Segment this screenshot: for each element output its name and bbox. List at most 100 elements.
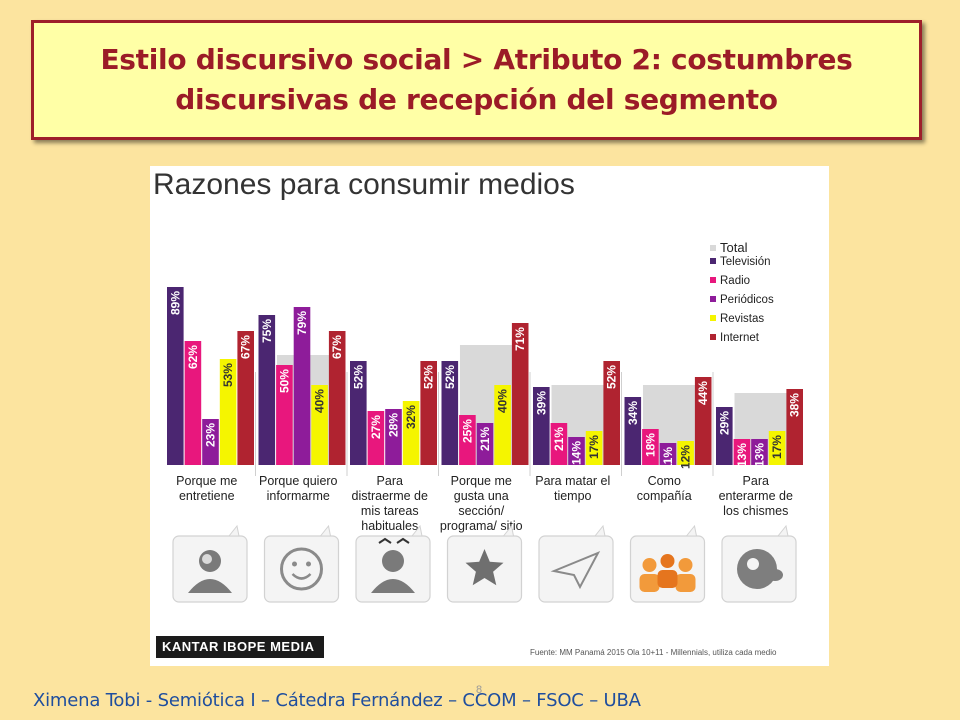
legend-swatch <box>710 258 716 264</box>
legend-swatch <box>710 277 716 283</box>
data-label: 17% <box>770 435 784 459</box>
icon-tail <box>685 524 698 537</box>
data-label: 13% <box>753 443 767 467</box>
category-label: entretiene <box>179 489 235 503</box>
bar-revistas <box>585 431 603 465</box>
footer-author: Ximena Tobi - Semiótica I – Cátedra Fern… <box>33 690 641 711</box>
smiley-mouth <box>291 573 312 580</box>
data-label: 18% <box>643 433 657 457</box>
bar-revistas <box>494 385 511 465</box>
icon-tail <box>593 524 606 537</box>
data-label: 44% <box>696 381 710 405</box>
data-label: 21% <box>552 427 566 451</box>
bird-icon <box>396 537 410 544</box>
category-label: distraerme de <box>352 489 428 503</box>
star-shape <box>465 549 504 586</box>
bar-internet <box>328 331 346 465</box>
data-label: 62% <box>186 345 200 369</box>
bar-televisión <box>716 407 733 465</box>
category-label: Porque quiero <box>259 474 338 488</box>
legend-label: Televisión <box>720 256 771 268</box>
legend-label: Internet <box>720 332 760 344</box>
data-label: 28% <box>387 413 401 437</box>
category-label: compañía <box>637 489 692 503</box>
bird-icon <box>378 537 392 544</box>
data-label: 89% <box>168 291 182 315</box>
category-label: gusta una <box>454 489 509 503</box>
bar-periódicos <box>202 419 219 465</box>
icon-tail <box>776 524 789 537</box>
kantar-logo: KANTAR IBOPE MEDIA <box>156 636 324 658</box>
bar-revistas <box>768 431 786 465</box>
data-label: 67% <box>330 335 344 359</box>
bar-internet <box>786 389 803 465</box>
icon-tail <box>410 524 423 537</box>
data-label: 12% <box>679 445 693 469</box>
bar-internet <box>603 361 620 465</box>
shoulders-icon-shape <box>371 579 415 593</box>
slide-title-line-1: Estilo discursivo social > Atributo 2: c… <box>100 43 853 76</box>
bar-periódicos <box>568 437 585 465</box>
person-head-shape <box>642 558 657 572</box>
category-label: sección/ <box>458 504 504 518</box>
data-label: 21% <box>478 427 492 451</box>
bar-internet <box>511 323 529 465</box>
legend-swatch <box>710 245 716 251</box>
legend-label: Revistas <box>720 313 764 325</box>
legend-swatch <box>710 296 716 302</box>
data-label: 11% <box>661 447 675 471</box>
bar-radio <box>733 439 751 465</box>
person-body-shape <box>639 574 660 592</box>
data-label: 50% <box>277 369 291 393</box>
data-label: 29% <box>717 411 731 435</box>
head-icon-shape <box>382 550 404 572</box>
bar-periódicos <box>293 307 311 465</box>
data-label: 38% <box>788 393 802 417</box>
data-label: 52% <box>422 365 436 389</box>
bar-televisión <box>167 287 184 465</box>
category-label: mis tareas <box>361 504 419 518</box>
icon-tail <box>227 524 240 537</box>
category-label: Para matar el <box>535 474 610 488</box>
bar-internet <box>694 377 712 465</box>
smiley-icon <box>263 535 340 603</box>
bar-televisión <box>624 397 642 465</box>
category-label: habituales <box>361 519 418 533</box>
bar-revistas <box>402 401 420 465</box>
person-body-shape <box>657 570 678 588</box>
shoulders-icon-shape <box>188 579 232 593</box>
title-box: Estilo discursivo social > Atributo 2: c… <box>31 20 922 140</box>
bar-televisión <box>441 361 459 465</box>
bar-periódicos <box>476 423 494 465</box>
category-label: tiempo <box>554 489 592 503</box>
smiley-eye <box>292 561 297 567</box>
bar-radio <box>276 365 293 465</box>
page-number: 8 <box>476 684 483 696</box>
data-label: 32% <box>404 405 418 429</box>
legend-label: Total <box>720 240 748 255</box>
bar-revistas <box>311 385 328 465</box>
bar-radio <box>550 423 568 465</box>
data-label: 52% <box>351 365 365 389</box>
bar-radio <box>642 429 659 465</box>
data-label: 23% <box>204 423 218 447</box>
chart-title: Razones para consumir medios <box>153 168 575 201</box>
category-label: Para <box>743 474 769 488</box>
bar-revistas <box>677 441 694 465</box>
category-label: informarme <box>267 489 330 503</box>
bar-televisión <box>350 361 367 465</box>
category-label: Porque me <box>451 474 512 488</box>
data-label: 71% <box>513 327 527 351</box>
bar-periódicos <box>385 409 402 465</box>
data-label: 79% <box>295 311 309 335</box>
data-label: 52% <box>443 365 457 389</box>
category-label: Como <box>648 474 681 488</box>
bar-televisión <box>533 387 550 465</box>
data-label: 14% <box>570 441 584 465</box>
person-chat-head <box>747 558 759 570</box>
person-chat-circle <box>737 549 777 589</box>
paper-plane-shape <box>550 551 601 590</box>
logo-text: KANTAR IBOPE MEDIA <box>162 639 315 654</box>
data-label: 34% <box>626 401 640 425</box>
data-label: 13% <box>735 443 749 467</box>
